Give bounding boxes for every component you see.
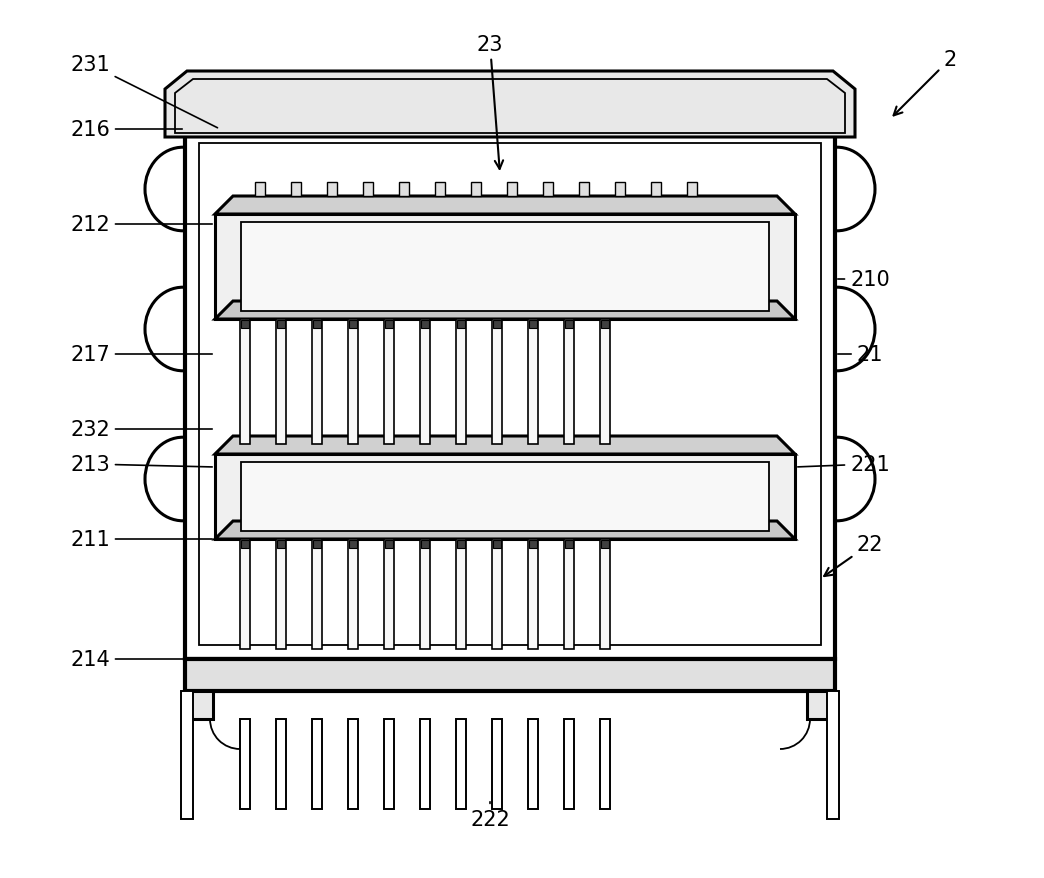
Bar (240, 539, 250, 649)
Bar (492, 320, 502, 444)
Bar (185, 659, 835, 691)
Bar (215, 455, 794, 539)
Bar (600, 539, 610, 649)
Polygon shape (215, 197, 794, 215)
Bar (327, 183, 337, 197)
Bar (528, 320, 538, 444)
Bar (312, 320, 322, 444)
Bar (199, 144, 821, 645)
Bar (564, 320, 574, 444)
Bar (492, 719, 502, 810)
Bar (291, 183, 301, 197)
Bar (528, 719, 538, 810)
Bar (240, 719, 250, 810)
Bar (313, 540, 321, 549)
Bar (565, 320, 573, 328)
Bar (348, 719, 358, 810)
Text: 211: 211 (70, 529, 212, 550)
Bar (529, 320, 537, 328)
Bar (543, 183, 553, 197)
Bar (421, 320, 429, 328)
Bar (492, 539, 502, 649)
Polygon shape (215, 302, 794, 320)
Bar (385, 320, 393, 328)
Bar (420, 539, 430, 649)
Bar (457, 540, 465, 549)
Bar (348, 320, 358, 444)
Bar (493, 320, 501, 328)
Text: 222: 222 (470, 802, 509, 829)
Text: 216: 216 (70, 120, 183, 140)
Text: 23: 23 (477, 35, 503, 169)
Text: 22: 22 (824, 535, 883, 577)
Bar (241, 463, 769, 531)
Text: 210: 210 (837, 270, 889, 290)
Bar (456, 539, 466, 649)
Bar (384, 719, 394, 810)
Bar (277, 320, 285, 328)
Bar (807, 691, 835, 719)
Bar (384, 539, 394, 649)
Bar (493, 540, 501, 549)
Bar (529, 540, 537, 549)
Text: 217: 217 (70, 344, 212, 364)
Bar (565, 540, 573, 549)
Bar (240, 320, 250, 444)
Bar (276, 719, 286, 810)
Bar (241, 223, 769, 312)
Bar (185, 691, 213, 719)
Bar (420, 719, 430, 810)
Bar (435, 183, 445, 197)
Bar (385, 540, 393, 549)
Bar (457, 320, 465, 328)
Text: 214: 214 (70, 649, 192, 669)
Bar (456, 320, 466, 444)
Text: 232: 232 (70, 420, 212, 440)
Text: 231: 231 (70, 55, 217, 128)
Bar (313, 320, 321, 328)
Text: 2: 2 (894, 50, 956, 116)
Bar (276, 320, 286, 444)
Bar (601, 320, 609, 328)
Bar (255, 183, 265, 197)
Bar (349, 540, 357, 549)
Bar (687, 183, 697, 197)
Bar (420, 320, 430, 444)
Bar (615, 183, 625, 197)
Text: 221: 221 (798, 455, 889, 474)
Bar (363, 183, 373, 197)
Bar (348, 539, 358, 649)
Bar (241, 540, 250, 549)
Bar (384, 320, 394, 444)
Polygon shape (215, 522, 794, 539)
Bar (185, 130, 835, 659)
Bar (471, 183, 481, 197)
Bar (241, 320, 250, 328)
Bar (564, 539, 574, 649)
Bar (399, 183, 409, 197)
Bar (312, 719, 322, 810)
Bar (277, 540, 285, 549)
Bar (564, 719, 574, 810)
Bar (600, 320, 610, 444)
Bar (215, 215, 794, 320)
Text: 21: 21 (837, 344, 883, 364)
Bar (421, 540, 429, 549)
Bar (651, 183, 661, 197)
Bar (349, 320, 357, 328)
Bar (181, 691, 193, 819)
Text: 213: 213 (70, 455, 212, 474)
Bar (601, 540, 609, 549)
Bar (528, 539, 538, 649)
Bar (507, 183, 517, 197)
Bar (827, 691, 839, 819)
Bar (600, 719, 610, 810)
Bar (276, 539, 286, 649)
Text: 212: 212 (70, 215, 212, 234)
Polygon shape (165, 72, 855, 138)
Bar (456, 719, 466, 810)
Bar (579, 183, 589, 197)
Bar (312, 539, 322, 649)
Polygon shape (215, 436, 794, 455)
